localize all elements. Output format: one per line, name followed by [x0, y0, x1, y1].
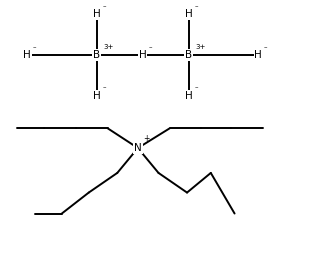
Text: B: B — [93, 50, 100, 60]
Text: H: H — [185, 9, 192, 19]
Text: –: – — [264, 44, 268, 50]
Text: 3+: 3+ — [103, 44, 113, 50]
Text: H: H — [93, 91, 100, 101]
Text: B: B — [185, 50, 192, 60]
Text: +: + — [144, 134, 150, 143]
Text: H: H — [139, 50, 146, 60]
Text: N: N — [134, 143, 142, 153]
Text: –: – — [148, 44, 152, 50]
Text: –: – — [33, 44, 36, 50]
Text: –: – — [194, 84, 198, 90]
Text: H: H — [93, 9, 100, 19]
Text: 3+: 3+ — [195, 44, 205, 50]
Text: H: H — [185, 91, 192, 101]
Text: H: H — [255, 50, 262, 60]
Text: –: – — [102, 3, 106, 9]
Text: –: – — [102, 84, 106, 90]
Text: –: – — [194, 3, 198, 9]
Text: H: H — [23, 50, 31, 60]
